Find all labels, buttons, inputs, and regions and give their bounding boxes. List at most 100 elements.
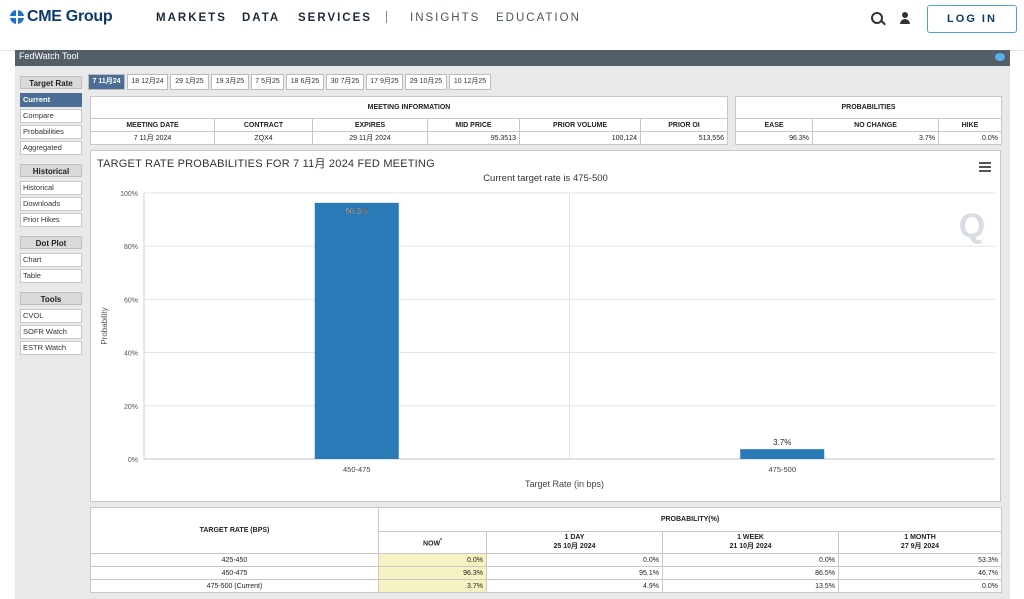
tab-meeting[interactable]: 30 7月25 [326,74,364,90]
expires-value: 29 11月 2024 [312,131,428,145]
table-header: MID PRICE [427,118,520,132]
day-cell: 95.1% [486,566,663,580]
y-tick-label: 60% [124,297,138,304]
sidebar-head-target-rate: Target Rate [20,76,82,89]
search-icon[interactable] [871,12,883,24]
now-cell: 3.7% [378,579,487,593]
fedwatch-title: FedWatch Tool [19,51,79,61]
no-change-value: 3.7% [812,131,939,145]
sidebar-item-downloads[interactable]: Downloads [20,197,82,211]
nav-markets[interactable]: MARKETS [156,12,227,24]
nav-services[interactable]: SERVICES [298,12,372,24]
sidebar-item-historical[interactable]: Historical [20,181,82,195]
chart-subtitle: Current target rate is 475-500 [483,173,608,184]
tab-meeting[interactable]: 29 10月25 [405,74,447,90]
rate-cell: 475-500 (Current) [90,579,379,593]
sidebar-item-estr-watch[interactable]: ESTR Watch [20,341,82,355]
rate-cell: 450-475 [90,566,379,580]
prior-volume-value: 100,124 [519,131,641,145]
week-cell: 86.5% [662,566,839,580]
tab-meeting[interactable]: 29 1月25 [170,74,209,90]
x-tick-label: 475-500 [768,465,796,474]
sidebar-item-aggregated[interactable]: Aggregated [20,141,82,155]
meeting-info-table: MEETING INFORMATION MEETING DATE CONTRAC… [90,96,728,145]
week-cell: 0.0% [662,553,839,567]
bar [740,449,825,459]
sidebar-head-historical: Historical [20,164,82,177]
nav-data[interactable]: DATA [242,12,281,24]
rate-cell: 425-450 [90,553,379,567]
period-header: 1 WEEK 21 10月 2024 [662,531,839,554]
nav-education[interactable]: EDUCATION [496,12,581,24]
probability-group-header: PROBABILITY(%) [378,507,1002,532]
y-tick-label: 0% [128,457,138,464]
table-header: PRIOR VOLUME [519,118,641,132]
nav-separator [386,11,387,23]
chart-menu-icon[interactable] [979,162,991,172]
period-header: 1 MONTH 27 9月 2024 [838,531,1002,554]
y-tick-label: 40% [124,351,138,358]
table-header: HIKE [938,118,1002,132]
logo-text: CME Group [27,8,113,25]
tab-meeting[interactable]: 7 11月24 [88,74,125,90]
nav-insights[interactable]: INSIGHTS [410,12,481,24]
probabilities-title: PROBABILITIES [735,96,1002,119]
table-row: 475-500 (Current) 3.7% 4.9% 13.5% 0.0% [90,579,1002,593]
tab-meeting[interactable]: 10 12月25 [449,74,491,90]
month-cell: 46.7% [838,566,1002,580]
now-cell: 0.0% [378,553,487,567]
day-cell: 4.9% [486,579,663,593]
y-tick-label: 80% [124,244,138,251]
tab-meeting[interactable]: 19 3月25 [211,74,249,90]
probabilities-table: PROBABILITIES EASE NO CHANGE HIKE 96.3% … [735,96,1002,145]
hike-value: 0.0% [938,131,1002,145]
sidebar-item-prior-hikes[interactable]: Prior Hikes [20,213,82,227]
sidebar-item-table[interactable]: Table [20,269,82,283]
sidebar-item-current[interactable]: Current [20,93,82,107]
now-header: NOW* [378,531,487,554]
y-axis-title: Probability [100,307,109,344]
tab-meeting[interactable]: 18 12月24 [127,74,168,90]
period-header: 1 DAY 25 10月 2024 [486,531,663,554]
sidebar-head-tools: Tools [20,292,82,305]
target-rate-header: TARGET RATE (BPS) [90,507,379,554]
sidebar-item-cvol[interactable]: CVOL [20,309,82,323]
sidebar-item-sofr-watch[interactable]: SOFR Watch [20,325,82,339]
contract-value: ZQX4 [214,131,313,145]
table-row: 450-475 96.3% 95.1% 86.5% 46.7% [90,566,1002,580]
sidebar-item-chart[interactable]: Chart [20,253,82,267]
y-tick-label: 20% [124,404,138,411]
x-axis-title: Target Rate (in bps) [525,479,604,489]
quikstrike-watermark: Q [959,207,985,245]
cme-logo[interactable]: CME Group [10,8,113,26]
bar [314,202,399,460]
sidebar-item-probabilities[interactable]: Probabilities [20,125,82,139]
twitter-icon[interactable] [995,53,1005,61]
data-label: 3.7% [773,438,791,447]
data-label: 96.3% [345,207,368,216]
chart-panel [90,150,1001,502]
prior-oi-value: 513,556 [640,131,728,145]
sidebar-item-compare[interactable]: Compare [20,109,82,123]
tab-meeting[interactable]: 18 6月25 [286,74,324,90]
meeting-info-title: MEETING INFORMATION [90,96,728,119]
week-cell: 13.5% [662,579,839,593]
day-cell: 0.0% [486,553,663,567]
chart-title: TARGET RATE PROBABILITIES FOR 7 11月 2024… [97,158,435,170]
y-tick-label: 100% [120,191,138,198]
table-row: 425-450 0.0% 0.0% 0.0% 53.3% [90,553,1002,567]
fedwatch-title-bar: FedWatch Tool [15,50,1010,66]
top-navigation: CME Group MARKETS DATA SERVICES INSIGHTS… [0,0,1024,51]
x-tick-label: 450-475 [343,465,371,474]
month-cell: 53.3% [838,553,1002,567]
month-cell: 0.0% [838,579,1002,593]
sidebar-head-dot-plot: Dot Plot [20,236,82,249]
user-icon[interactable] [899,12,911,24]
globe-icon [10,10,24,24]
now-cell: 96.3% [378,566,487,580]
login-button[interactable]: LOG IN [927,5,1017,33]
tab-meeting[interactable]: 7 5月25 [251,74,284,90]
target-rate-probability-table: TARGET RATE (BPS) PROBABILITY(%) NOW* 1 … [90,507,1002,593]
tab-meeting[interactable]: 17 9月25 [366,74,403,90]
